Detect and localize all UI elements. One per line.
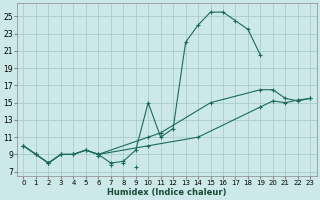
X-axis label: Humidex (Indice chaleur): Humidex (Indice chaleur) xyxy=(107,188,227,197)
